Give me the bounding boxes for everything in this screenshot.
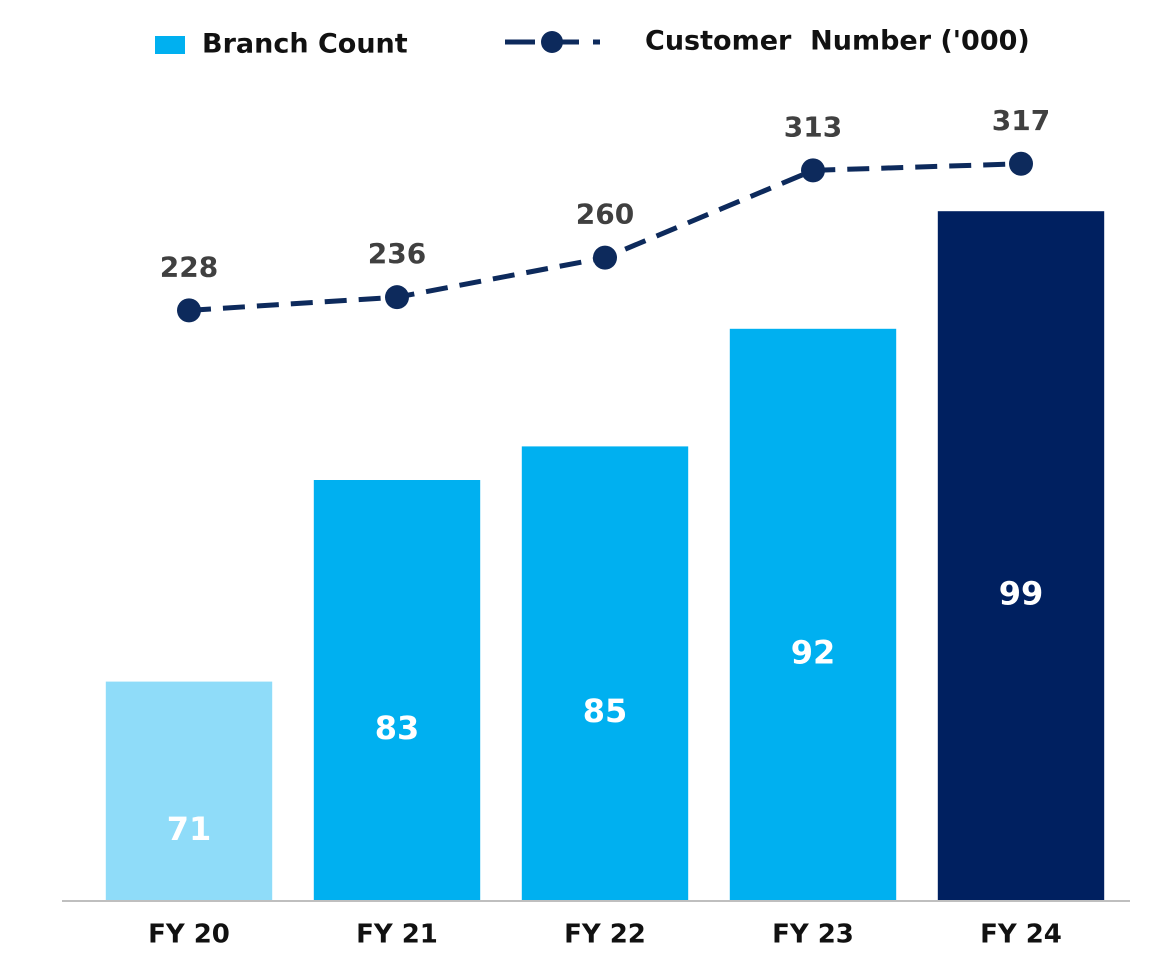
x-tick-label: FY 22	[564, 920, 646, 950]
line-label: 317	[992, 104, 1050, 137]
line-point	[1009, 151, 1033, 176]
line-point	[385, 285, 409, 310]
bar-label: 71	[167, 810, 212, 848]
x-tick-label: FY 24	[980, 920, 1062, 950]
legend-swatch	[155, 36, 185, 54]
line-label: 236	[368, 237, 426, 270]
bar	[105, 681, 273, 900]
line-label: 228	[160, 250, 218, 283]
bar-label: 85	[583, 692, 628, 730]
line-point	[177, 298, 201, 323]
line	[188, 161, 1022, 313]
bar-label: 83	[375, 709, 420, 747]
legend-marker	[541, 31, 563, 53]
x-tick-label: FY 20	[148, 920, 230, 950]
bar	[937, 211, 1105, 900]
bar-label: 99	[999, 575, 1044, 613]
line-point	[593, 245, 617, 270]
x-tick-label: FY 21	[356, 920, 438, 950]
legend-label: Customer Number ('000)	[645, 26, 1030, 57]
x-tick-label: FY 23	[772, 920, 854, 950]
bar-label: 92	[791, 633, 836, 671]
bar	[729, 328, 897, 900]
line-point	[801, 158, 825, 183]
line-label: 260	[576, 198, 634, 231]
bar	[521, 446, 689, 900]
legend-label: Branch Count	[202, 29, 408, 60]
bar	[313, 480, 481, 900]
line-label: 313	[784, 110, 842, 143]
